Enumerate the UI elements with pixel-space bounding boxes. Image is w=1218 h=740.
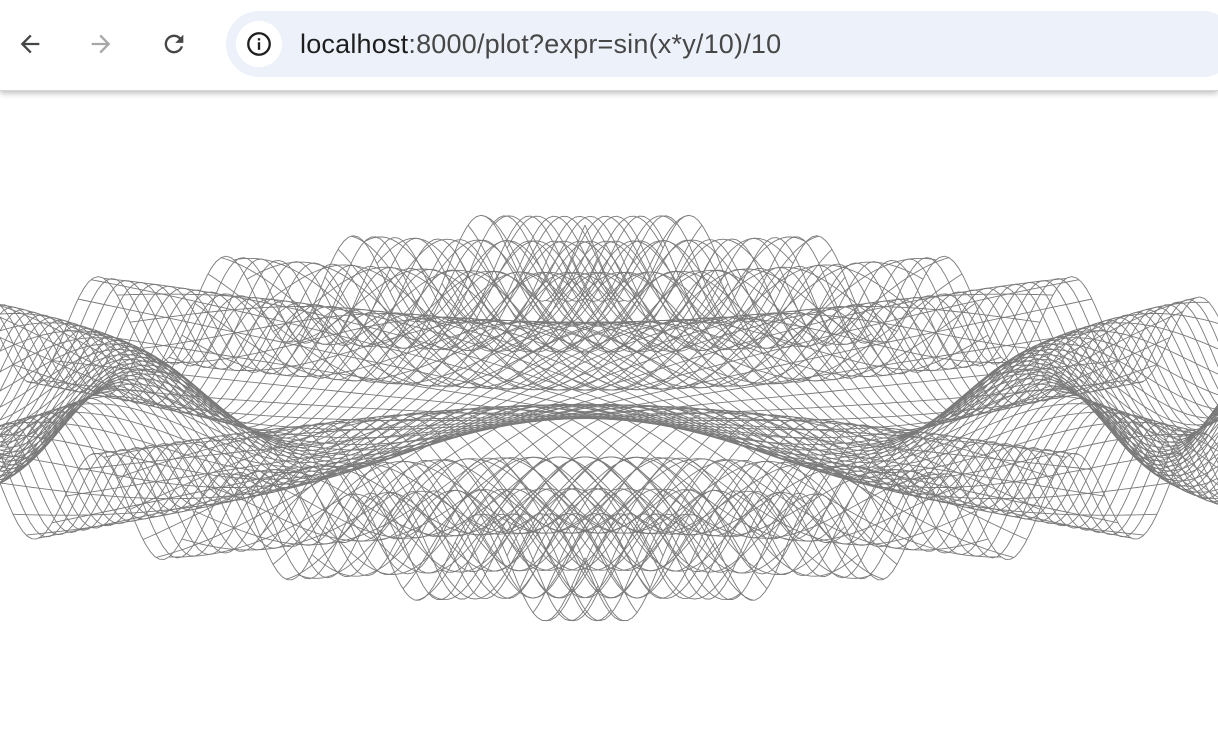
surface-u-line-80 bbox=[584, 432, 1218, 622]
surface-u-line-52 bbox=[220, 337, 1218, 539]
surface-u-line-11 bbox=[0, 240, 729, 431]
surface-v-line-69 bbox=[0, 403, 729, 600]
surface-v-line-58 bbox=[0, 367, 872, 579]
surface-u-line-77 bbox=[545, 424, 1218, 622]
surface-v-line-40 bbox=[64, 329, 1106, 497]
surface-v-line-53 bbox=[0, 343, 937, 537]
back-button[interactable] bbox=[8, 22, 52, 66]
surface-v-line-52 bbox=[0, 337, 950, 539]
info-icon bbox=[247, 32, 271, 56]
reload-button[interactable] bbox=[152, 22, 196, 66]
surface-v-line-70 bbox=[0, 406, 716, 599]
surface-v-line-80 bbox=[0, 453, 586, 622]
surface-u-line-70 bbox=[454, 406, 1218, 599]
surface-v-line-45 bbox=[0, 336, 1041, 510]
surface-u-line-41 bbox=[77, 360, 1119, 471]
url-path: :8000/plot?expr=sin(x*y/10)/10 bbox=[408, 29, 782, 59]
surface-v-line-72 bbox=[0, 411, 690, 599]
url-text[interactable]: localhost:8000/plot?expr=sin(x*y/10)/10 bbox=[300, 28, 781, 60]
surface-v-line-79 bbox=[0, 450, 599, 622]
site-info-button[interactable] bbox=[236, 21, 282, 67]
surface-v-line-46 bbox=[0, 316, 1028, 540]
surface-u-line-58 bbox=[298, 367, 1218, 579]
surface-v-line-75 bbox=[0, 419, 651, 599]
surface-u-line-65 bbox=[389, 391, 1218, 571]
page-content bbox=[0, 91, 1218, 740]
surface-v-line-62 bbox=[0, 382, 819, 573]
surface-v-line-73 bbox=[0, 414, 677, 599]
surface-v-line-41 bbox=[51, 360, 1093, 471]
surface-v-line-78 bbox=[0, 433, 612, 622]
surface-v-line-59 bbox=[0, 371, 859, 577]
surface-v-line-68 bbox=[0, 400, 742, 601]
surface-u-line-68 bbox=[428, 400, 1218, 601]
surface-u-line-73 bbox=[493, 414, 1218, 599]
forward-button[interactable] bbox=[79, 22, 123, 66]
arrow-left-icon bbox=[20, 34, 40, 54]
surface-u-line-47 bbox=[155, 297, 1197, 558]
surface-u-line-60 bbox=[324, 375, 1218, 575]
surface-v-line-47 bbox=[0, 304, 1015, 558]
surface-v-line-0 bbox=[584, 214, 1218, 384]
surface-u-line-72 bbox=[480, 411, 1218, 599]
wireframe-surface-plot bbox=[0, 214, 1218, 622]
surface-u-line-74 bbox=[506, 417, 1218, 599]
surface-v-line-77 bbox=[0, 424, 625, 622]
surface-v-line-71 bbox=[0, 409, 703, 599]
surface-v-line-60 bbox=[0, 375, 846, 575]
surface-v-line-74 bbox=[0, 417, 664, 599]
browser-toolbar: localhost:8000/plot?expr=sin(x*y/10)/10 bbox=[0, 0, 1218, 91]
arrow-right-icon bbox=[91, 34, 111, 54]
surface-u-line-56 bbox=[272, 358, 1218, 565]
surface-v-line-64 bbox=[0, 388, 794, 572]
address-bar[interactable]: localhost:8000/plot?expr=sin(x*y/10)/10 bbox=[226, 11, 1218, 77]
surface-u-line-64 bbox=[376, 388, 1218, 572]
surface-u-line-75 bbox=[519, 419, 1218, 599]
surface-u-line-53 bbox=[233, 343, 1218, 537]
surface-v-line-65 bbox=[0, 391, 781, 571]
reload-icon bbox=[164, 34, 184, 54]
surface-v-line-56 bbox=[0, 358, 898, 565]
surface-u-line-46 bbox=[142, 310, 1184, 540]
url-host: localhost bbox=[300, 29, 409, 59]
surface-u-line-0 bbox=[0, 214, 586, 384]
surface-v-line-67 bbox=[0, 397, 755, 601]
surface-u-line-66 bbox=[402, 394, 1218, 590]
surface-u-line-71 bbox=[467, 409, 1218, 599]
surface-v-line-66 bbox=[0, 394, 768, 590]
surface-u-line-78 bbox=[558, 427, 1218, 622]
surface-u-line-79 bbox=[571, 429, 1218, 622]
surface-u-line-45 bbox=[129, 336, 1171, 510]
surface-u-line-69 bbox=[441, 403, 1218, 600]
surface-u-line-59 bbox=[311, 371, 1218, 577]
